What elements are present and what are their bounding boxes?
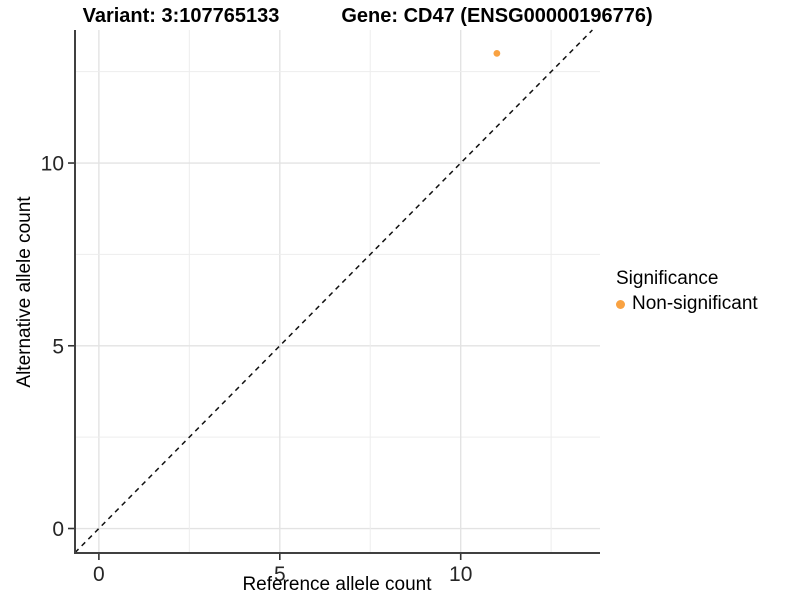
y-tick-label: 0: [52, 518, 64, 541]
identity-dashed-line: [74, 29, 593, 554]
plot-title-gene: Gene: CD47 (ENSG00000196776): [341, 5, 653, 27]
y-tick-label: 5: [52, 335, 64, 358]
legend-item-label: Non-significant: [632, 293, 758, 314]
legend: Significance Non-significant: [616, 268, 758, 315]
y-axis-title: Alternative allele count: [14, 196, 35, 388]
y-tick-label: 10: [41, 153, 64, 176]
legend-dot-icon: [616, 299, 625, 309]
x-tick-label: 10: [449, 563, 472, 586]
legend-item: Non-significant: [616, 293, 758, 315]
x-tick-label: 0: [93, 563, 105, 586]
data-point: [493, 49, 501, 57]
x-tick-label: 5: [274, 563, 286, 586]
plot-title-variant: Variant: 3:107765133: [82, 5, 280, 27]
legend-title: Significance: [616, 268, 719, 289]
x-axis-title: Reference allele count: [242, 574, 432, 595]
